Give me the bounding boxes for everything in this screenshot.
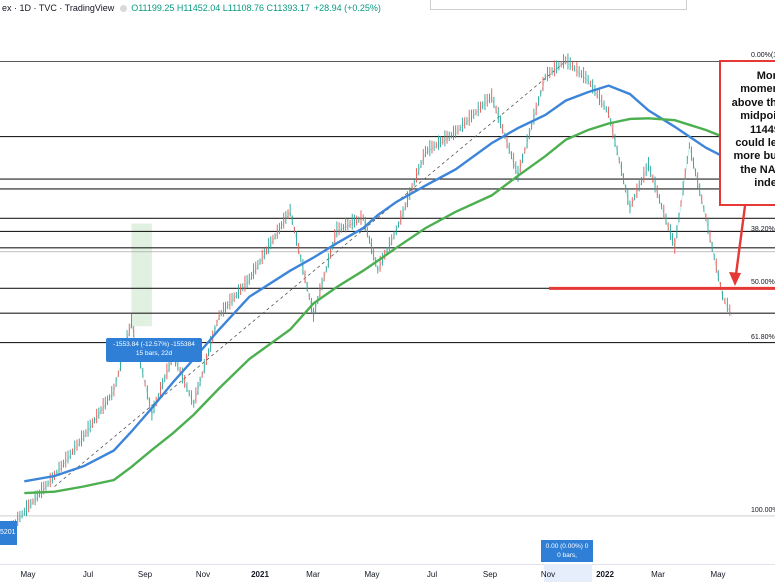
trendline <box>54 61 566 487</box>
symbol-label[interactable]: ex · 1D · TVC · TradingView <box>2 3 115 13</box>
x-axis-tick-label: May <box>710 570 726 579</box>
annotation-arrowhead <box>729 272 741 286</box>
fib-level-label: 0.00%(1 <box>751 52 775 60</box>
measure-tool-label[interactable]: -1553.84 (-12.57%) -155384 15 bars, 22d <box>106 338 202 362</box>
ohlc-values: O11199.25 H11452.04 L11108.76 C11393.17 <box>131 3 310 13</box>
zero-measure-change: 0.00 (0.00%) 0 <box>545 543 589 550</box>
x-axis-tick-label: Mar <box>651 570 665 579</box>
fib-level-label: 100.00%( <box>751 506 775 514</box>
x-axis <box>0 564 775 565</box>
price-line <box>0 61 733 543</box>
x-axis-tick-label: May <box>20 570 36 579</box>
measure-change: -1553.84 (-12.57%) -155384 <box>113 341 195 348</box>
x-axis-tick-label: Jul <box>82 570 94 579</box>
x-axis-tick-label: 2022 <box>596 570 614 579</box>
annotation-arrow <box>733 205 747 283</box>
price-tag: 5201 <box>0 521 17 545</box>
x-axis-tick-label: May <box>364 570 380 579</box>
fib-level-label: 38.20%(1 <box>751 225 775 233</box>
x-axis-tick-label: Jul <box>426 570 438 579</box>
chart-header: ex · 1D · TVC · TradingView O11199.25 H1… <box>0 0 440 16</box>
fib-level-label: 61.80%(1 <box>751 333 775 341</box>
zero-measure-label[interactable]: 0.00 (0.00%) 0 0 bars, <box>541 540 593 562</box>
zero-measure-duration: 0 bars, <box>557 552 577 559</box>
x-axis-highlight <box>544 564 592 582</box>
measure-zone <box>131 223 152 327</box>
change-value: +28.94 (+0.25%) <box>313 3 381 13</box>
x-axis-tick-label: Nov <box>540 570 556 579</box>
x-axis-tick-label: Sep <box>482 570 498 579</box>
ma-green-line <box>24 117 733 495</box>
measure-duration: 15 bars, 22d <box>135 350 173 357</box>
x-axis-tick-label: 2021 <box>251 570 269 579</box>
x-axis-tick-label: Sep <box>137 570 153 579</box>
commentary-annotation[interactable]: More moment above the midpoin 11449. cou… <box>719 60 775 206</box>
x-axis-tick-label: Mar <box>306 570 320 579</box>
x-axis-tick-label: Nov <box>195 570 211 579</box>
top-toolbar-panel[interactable] <box>430 0 687 10</box>
ma-blue-line <box>24 84 733 483</box>
fib-level-label: 50.00%(1 <box>751 279 775 287</box>
market-status-dot <box>120 4 128 12</box>
